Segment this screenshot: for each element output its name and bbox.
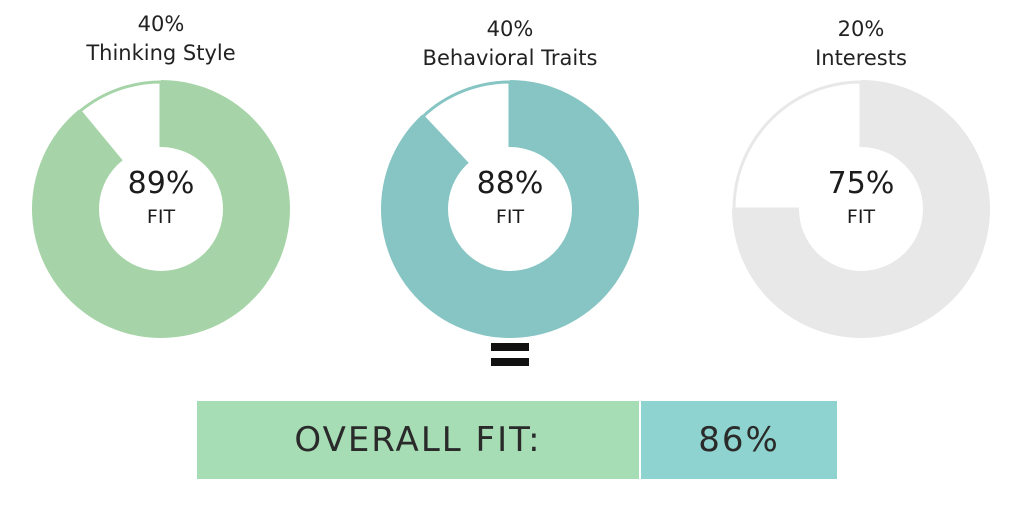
overall-fit-bar: OVERALL FIT: 86%	[197, 401, 837, 479]
donut-header-thinking-style: 40% Thinking Style	[11, 10, 311, 68]
donut-hole-thinking-style	[99, 147, 223, 271]
equals-sign-bottom-bar	[491, 358, 529, 366]
weight-label-thinking-style: 40%	[137, 12, 185, 36]
donut-thinking-style: 89% FIT	[31, 80, 290, 338]
category-label-behavioral-traits: Behavioral Traits	[422, 46, 598, 70]
fit-percent-interests: 75%	[828, 166, 895, 201]
donut-header-behavioral-traits: 40% Behavioral Traits	[360, 15, 660, 73]
category-label-interests: Interests	[815, 46, 907, 70]
fit-label-thinking-style: FIT	[147, 206, 176, 228]
donut-hole-interests	[799, 147, 923, 271]
donut-behavioral-traits: 88% FIT	[380, 80, 639, 338]
fit-label-behavioral-traits: FIT	[496, 206, 525, 228]
donut-header-interests: 20% Interests	[711, 15, 1011, 73]
fit-percent-behavioral-traits: 88%	[477, 166, 544, 201]
overall-fit-label: OVERALL FIT:	[294, 420, 542, 460]
fit-label-interests: FIT	[847, 206, 876, 228]
fit-percent-thinking-style: 89%	[128, 166, 195, 201]
overall-fit-value: 86%	[698, 420, 780, 460]
donut-hole-behavioral-traits	[448, 147, 572, 271]
overall-fit-label-cell: OVERALL FIT:	[197, 401, 641, 479]
weight-label-interests: 20%	[837, 17, 885, 41]
weight-label-behavioral-traits: 40%	[486, 17, 534, 41]
donut-interests: 75% FIT	[732, 80, 990, 338]
category-label-thinking-style: Thinking Style	[86, 41, 236, 65]
equals-sign-top-bar	[491, 343, 529, 351]
overall-fit-value-cell: 86%	[641, 401, 837, 479]
